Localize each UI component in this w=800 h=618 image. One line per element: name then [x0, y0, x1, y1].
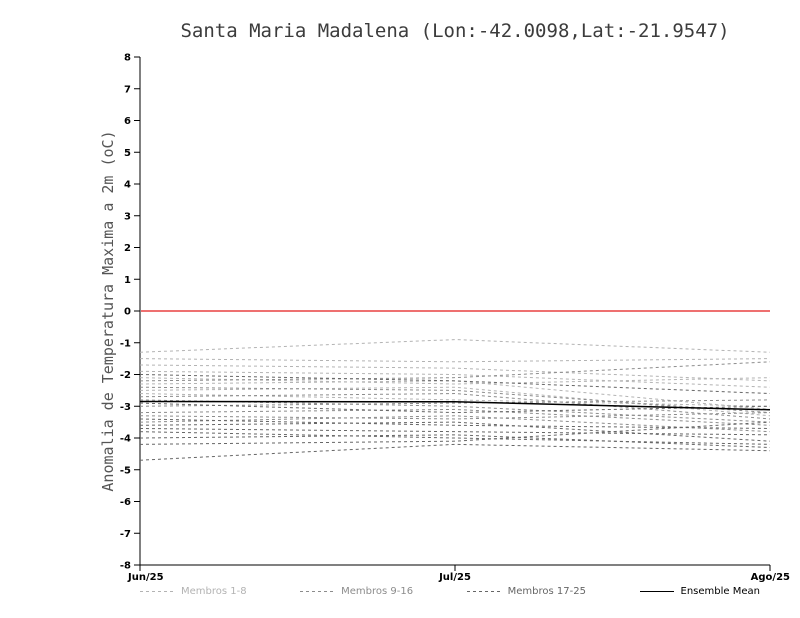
ensemble-member-lines [139, 339, 771, 461]
x-tick-label: Jun/25 [127, 572, 164, 583]
x-tick-label: Ago/25 [751, 572, 790, 583]
y-axis-ticks: -8 -7 -6 -5 -4 -3 -2 -1 0 1 2 3 4 5 6 7 8 [120, 53, 140, 572]
x-axis-ticks: Jun/25 Jul/25 Ago/25 [127, 565, 790, 583]
y-tick-label: -7 [120, 529, 131, 540]
y-tick-label: 3 [124, 211, 131, 222]
legend-label: Membros 1-8 [181, 586, 247, 597]
y-tick-label: 4 [124, 180, 131, 191]
legend-line-sample [140, 591, 174, 592]
legend-item: Ensemble Mean [639, 586, 760, 597]
legend-item: Membros 9-16 [300, 586, 413, 597]
legend-item: Membros 1-8 [140, 586, 247, 597]
member-line [139, 364, 771, 382]
member-line [139, 443, 771, 461]
member-line [139, 415, 771, 433]
legend-line-sample [466, 591, 501, 592]
y-tick-label: -8 [120, 561, 131, 572]
chart-legend: Membros 1-8 Membros 9-16 Membros 17-25 Ense… [140, 586, 760, 597]
x-tick-label: Jul/25 [438, 572, 471, 583]
y-tick-label: -6 [120, 497, 131, 508]
member-line [139, 434, 771, 449]
y-tick-label: -3 [120, 402, 131, 413]
y-tick-label: -1 [120, 338, 131, 349]
member-line [139, 421, 771, 442]
member-line [139, 393, 771, 407]
member-line [139, 361, 771, 382]
legend-line-sample [639, 591, 674, 592]
legend-label: Membros 9-16 [341, 586, 414, 597]
chart-title: Santa Maria Madalena (Lon:-42.0098,Lat:-… [180, 20, 730, 42]
y-tick-label: 6 [124, 116, 131, 127]
y-tick-label: -2 [120, 370, 131, 381]
legend-item: Membros 17-25 [466, 586, 586, 597]
member-line [139, 427, 771, 436]
y-tick-label: 7 [124, 84, 131, 95]
y-tick-label: -5 [120, 465, 131, 476]
ensemble-mean-line [139, 400, 771, 411]
legend-label: Membros 17-25 [507, 586, 586, 597]
member-line [139, 421, 771, 445]
y-tick-label: 5 [124, 148, 131, 159]
legend-line-sample [300, 591, 335, 592]
member-line [139, 339, 771, 353]
member-line [139, 386, 771, 414]
y-tick-label: 2 [124, 243, 131, 254]
member-line [139, 380, 771, 410]
y-tick-label: 1 [124, 275, 131, 286]
y-tick-label: -4 [120, 434, 131, 445]
member-line [139, 412, 771, 420]
legend-label: Ensemble Mean [680, 586, 760, 597]
y-tick-label: 8 [124, 53, 131, 64]
y-tick-label: 0 [124, 307, 131, 318]
member-line [139, 358, 771, 363]
